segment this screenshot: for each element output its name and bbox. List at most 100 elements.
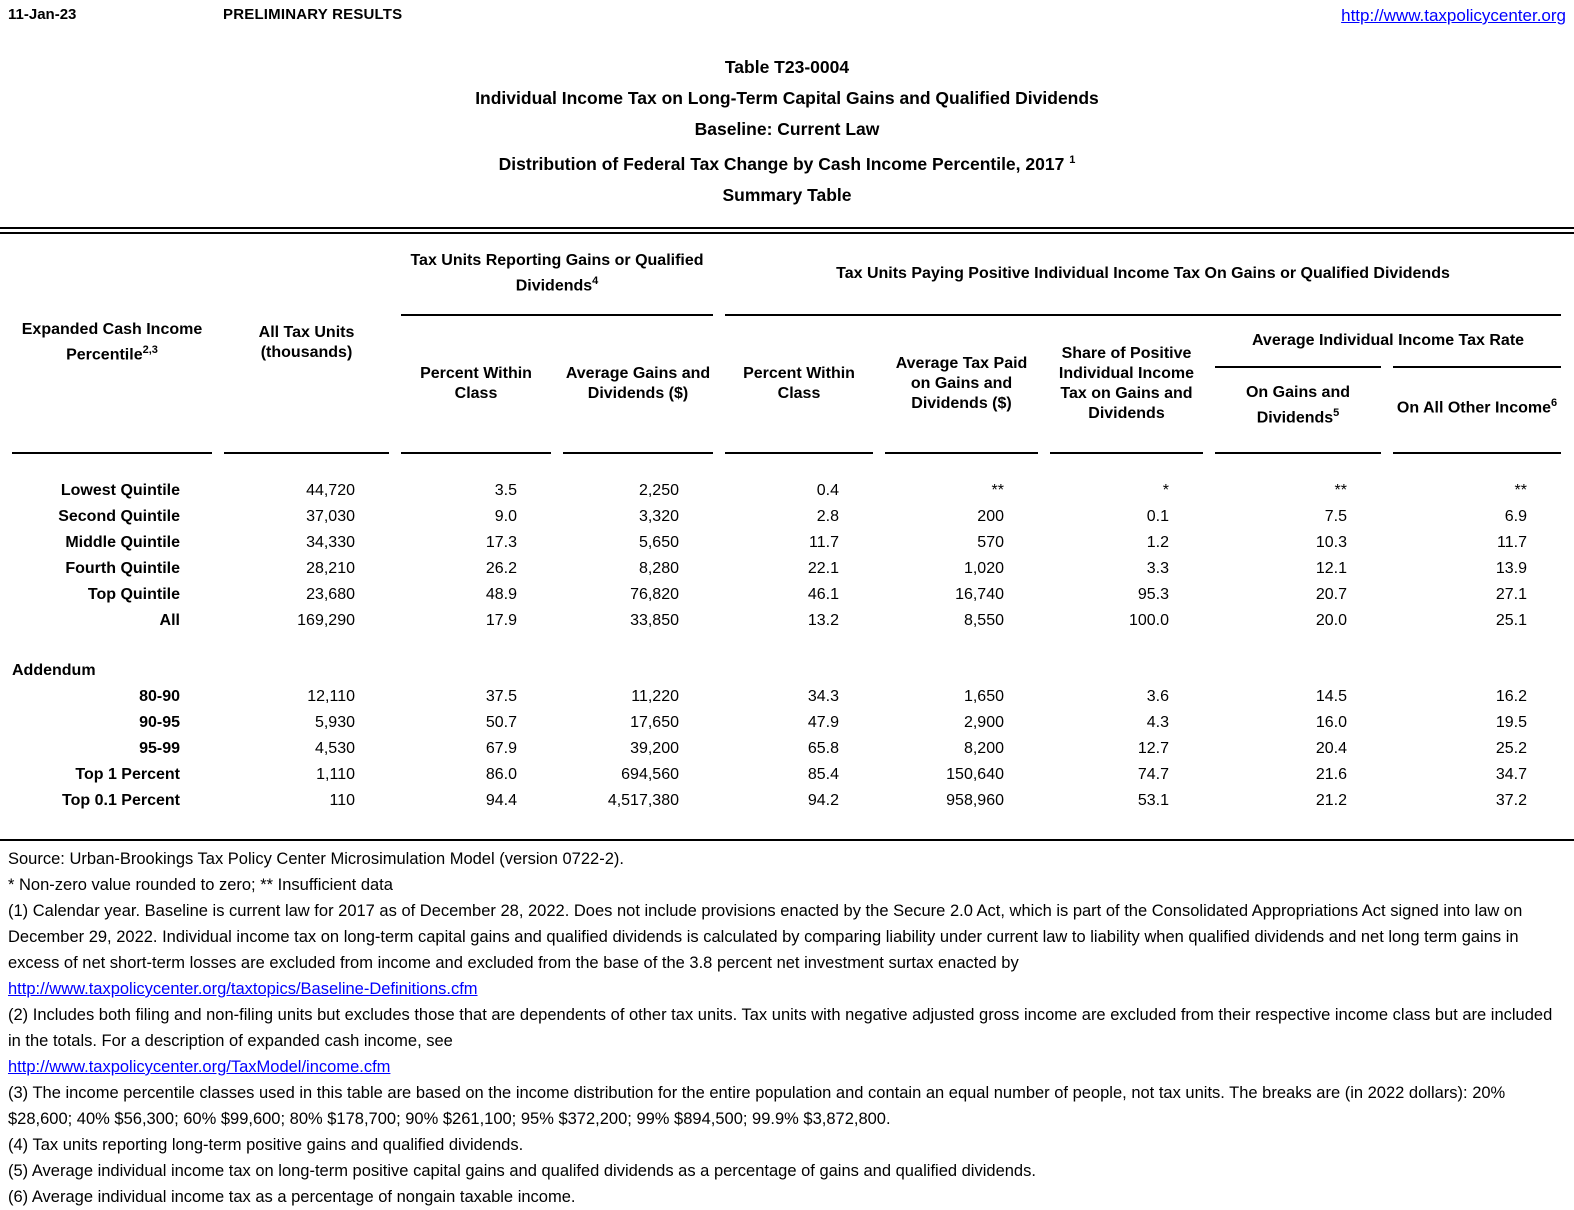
cell: 570 <box>977 533 1004 551</box>
cell: 200 <box>977 507 1004 525</box>
cell: 1.2 <box>1146 533 1169 551</box>
cell: 1,110 <box>316 765 355 783</box>
cell: 47.9 <box>807 713 839 731</box>
cell: 8,200 <box>963 739 1004 757</box>
cell: 48.9 <box>485 585 517 603</box>
cell: 53.1 <box>1137 791 1169 809</box>
cell: 20.7 <box>1315 585 1347 603</box>
preliminary-results-label: PRELIMINARY RESULTS <box>223 6 403 23</box>
cell: 3,320 <box>638 507 679 525</box>
cell: 44,720 <box>306 481 355 499</box>
cell: 23,680 <box>306 585 355 603</box>
cell: 2,900 <box>963 713 1004 731</box>
table-bottom-rule <box>0 838 1574 841</box>
cell: 5,650 <box>638 533 679 551</box>
cell: 13.2 <box>807 611 839 629</box>
table-number: Table T23-0004 <box>724 57 850 77</box>
cell: 34.3 <box>807 687 839 705</box>
cell: 10.3 <box>1315 533 1347 551</box>
footnote-line: (2) Includes both filing and non-filing … <box>8 1005 1553 1050</box>
cell: 37.5 <box>485 687 517 705</box>
cell: 21.2 <box>1315 791 1347 809</box>
cell: 1,650 <box>963 687 1004 705</box>
col-header-percent-within-class-paying: Percent Within Class <box>743 364 855 402</box>
cell: 11,220 <box>631 687 679 705</box>
cell: ** <box>991 481 1004 499</box>
title-footnote-marker: 1 <box>1069 154 1076 166</box>
footnote-line: (3) The income percentile classes used i… <box>8 1083 1506 1128</box>
row-label: Top Quintile <box>87 585 180 603</box>
cell: * <box>1162 481 1169 499</box>
cell: 2,250 <box>638 481 679 499</box>
header-bar: 11-Jan-23 PRELIMINARY RESULTS http://www… <box>0 0 1574 26</box>
footnote-link[interactable]: http://www.taxpolicycenter.org/taxtopics… <box>8 979 478 998</box>
site-link[interactable]: http://www.taxpolicycenter.org <box>1341 6 1566 25</box>
cell: 100.0 <box>1128 611 1169 629</box>
cell: 37.2 <box>1495 791 1527 809</box>
table-row: Top 1 Percent 1,110 86.0 694,560 85.4 15… <box>12 762 1561 788</box>
table-row: All 169,290 17.9 33,850 13.2 8,550 100.0… <box>12 608 1561 634</box>
col-header-rate-on-other: On All Other Income6 <box>1393 365 1561 452</box>
cell: 85.4 <box>807 765 839 783</box>
cell: 3.6 <box>1146 687 1169 705</box>
cell: 17,650 <box>630 713 679 731</box>
cell: 8,280 <box>638 559 679 577</box>
col-header-average-tax-paid: Average Tax Paid on Gains and Dividends … <box>895 354 1028 412</box>
addendum-label: Addendum <box>12 661 96 679</box>
cell: 4.3 <box>1146 713 1169 731</box>
cell: 12,110 <box>307 687 355 705</box>
cell: 3.3 <box>1146 559 1169 577</box>
col-header-percent-within-class-reporting: Percent Within Class <box>420 364 532 402</box>
cell: 25.2 <box>1495 739 1527 757</box>
row-label: Lowest Quintile <box>60 481 180 499</box>
cell: 3.5 <box>494 481 517 499</box>
cell: 6.9 <box>1504 507 1527 525</box>
table-row: Second Quintile 37,030 9.0 3,320 2.8 200… <box>12 504 1561 530</box>
footnote-line: (5) Average individual income tax on lon… <box>8 1161 1036 1180</box>
col-header-percentile: Expanded Cash Income Percentile2,3 <box>21 321 203 364</box>
col-header-rate-on-gains: On Gains and Dividends5 <box>1215 365 1381 452</box>
footnote-line: (1) Calendar year. Baseline is current l… <box>8 901 1523 972</box>
group-header-average-rate: Average Individual Income Tax Rate <box>1251 331 1525 349</box>
cell: 94.2 <box>807 791 839 809</box>
cell: 94.4 <box>485 791 517 809</box>
table-row: Top 0.1 Percent 110 94.4 4,517,380 94.2 … <box>12 788 1561 814</box>
cell: 17.9 <box>485 611 517 629</box>
cell: 50.7 <box>485 713 517 731</box>
cell: 9.0 <box>494 507 517 525</box>
cell: 4,530 <box>314 739 355 757</box>
addendum-rows: 80-90 12,110 37.5 11,220 34.3 1,650 3.6 … <box>12 684 1561 814</box>
row-label: Second Quintile <box>58 507 180 525</box>
cell: 86.0 <box>485 765 517 783</box>
title-main: Individual Income Tax on Long-Term Capit… <box>475 88 1099 108</box>
cell: 0.4 <box>816 481 839 499</box>
table-row: Lowest Quintile 44,720 3.5 2,250 0.4 ** … <box>12 478 1561 504</box>
cell: 110 <box>329 791 355 809</box>
table-row: 80-90 12,110 37.5 11,220 34.3 1,650 3.6 … <box>12 684 1561 710</box>
cell: 16.0 <box>1315 713 1347 731</box>
col-header-share-positive-tax: Share of Positive Individual Income Tax … <box>1058 344 1195 422</box>
table-row: Top Quintile 23,680 48.9 76,820 46.1 16,… <box>12 582 1561 608</box>
summary-table: Expanded Cash Income Percentile2,3 All T… <box>0 234 1573 814</box>
cell: 33,850 <box>630 611 679 629</box>
footnotes: Source: Urban-Brookings Tax Policy Cente… <box>0 841 1574 1210</box>
group-header-reporting: Tax Units Reporting Gains or Qualified D… <box>401 234 713 316</box>
col-header-average-gains-dividends: Average Gains and Dividends ($) <box>565 364 711 402</box>
row-label: 90-95 <box>139 713 180 731</box>
cell: 95.3 <box>1137 585 1169 603</box>
cell: 7.5 <box>1324 507 1347 525</box>
cell: 958,960 <box>946 791 1004 809</box>
row-label: All <box>159 611 180 629</box>
cell: ** <box>1334 481 1347 499</box>
footnote-link[interactable]: http://www.taxpolicycenter.org/TaxModel/… <box>8 1057 391 1076</box>
cell: 22.1 <box>807 559 839 577</box>
cell: 150,640 <box>946 765 1004 783</box>
cell: 14.5 <box>1315 687 1347 705</box>
cell: 2.8 <box>816 507 839 525</box>
cell: 34,330 <box>306 533 355 551</box>
cell: 13.9 <box>1495 559 1527 577</box>
cell: 17.3 <box>485 533 517 551</box>
footnote-line: * Non-zero value rounded to zero; ** Ins… <box>8 875 393 894</box>
cell: 694,560 <box>621 765 679 783</box>
cell: 21.6 <box>1315 765 1347 783</box>
